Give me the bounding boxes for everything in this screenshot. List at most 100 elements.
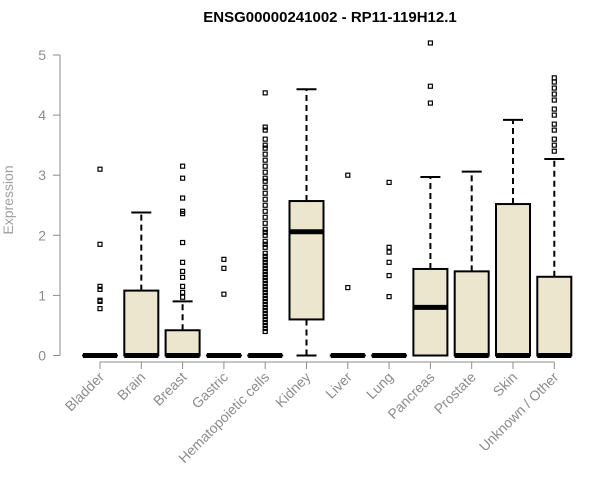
outlier-point — [262, 151, 268, 157]
y-axis-label: Expression — [0, 165, 16, 234]
outlier-point — [551, 112, 557, 118]
x-tick-label: Prostate — [431, 369, 479, 417]
outlier-point — [180, 274, 186, 280]
box-prostate — [453, 170, 490, 358]
outlier-point — [262, 238, 268, 244]
x-tick-label: Breast — [150, 369, 190, 409]
outlier-point — [427, 40, 433, 46]
outlier-point — [262, 208, 268, 214]
outlier-point — [262, 289, 268, 295]
boxes-group — [82, 40, 573, 358]
outlier-point — [551, 85, 557, 91]
outlier-point — [262, 127, 268, 133]
outlier-point — [262, 244, 268, 250]
outlier-point — [262, 313, 268, 320]
outlier-point — [97, 283, 103, 289]
outlier-point — [345, 172, 351, 178]
outlier-point — [262, 220, 268, 226]
outlier-point — [345, 284, 351, 291]
outlier-point — [262, 157, 268, 163]
outlier-point — [262, 90, 268, 96]
y-tick-label: 2 — [38, 227, 46, 243]
box-hematopoietic-cells — [247, 90, 284, 358]
outlier-point — [262, 175, 268, 181]
outlier-point — [97, 286, 103, 292]
outlier-point — [180, 268, 186, 274]
outlier-point — [262, 307, 268, 314]
outlier-point — [262, 229, 268, 235]
box-gastric — [205, 256, 242, 358]
outlier-point — [551, 91, 557, 97]
outlier-point — [262, 280, 268, 286]
outlier-point — [551, 121, 557, 127]
outlier-point — [262, 271, 268, 277]
outlier-point — [262, 142, 268, 148]
outlier-point — [262, 184, 268, 190]
outlier-point — [262, 283, 268, 289]
outlier-point — [262, 169, 268, 175]
box-breast — [164, 163, 201, 358]
box-rect — [288, 200, 325, 321]
outlier-point — [221, 256, 227, 262]
outlier-point — [262, 124, 268, 130]
outlier-point — [262, 178, 268, 184]
outlier-point — [262, 202, 268, 208]
box-pancreas — [412, 40, 449, 357]
outlier-point — [551, 79, 557, 85]
y-tick-label: 5 — [38, 47, 46, 63]
outlier-point — [180, 163, 186, 169]
outlier-point — [262, 136, 268, 142]
outlier-point — [262, 145, 268, 151]
x-tick-label: Skin — [490, 369, 521, 400]
outlier-point — [262, 319, 268, 326]
box-kidney — [288, 88, 325, 357]
box-brain — [123, 211, 160, 358]
outlier-point — [262, 325, 268, 332]
outlier-point — [262, 286, 268, 292]
x-tick-label: Brain — [114, 369, 148, 403]
outlier-point — [97, 166, 103, 172]
outlier-point — [551, 106, 557, 112]
box-rect — [412, 267, 449, 357]
box-rect — [164, 329, 201, 357]
outlier-point — [180, 283, 186, 289]
outlier-point — [97, 298, 103, 305]
outlier-point — [551, 75, 557, 81]
outlier-point — [386, 272, 392, 279]
box-unknown-other — [536, 75, 573, 358]
outlier-point — [262, 259, 268, 265]
outlier-point — [262, 226, 268, 232]
outlier-point — [180, 175, 186, 181]
outlier-point — [262, 277, 268, 283]
outlier-point — [262, 316, 268, 323]
outlier-point — [551, 136, 557, 142]
outlier-point — [262, 292, 268, 298]
outlier-point — [262, 196, 268, 202]
outlier-point — [551, 142, 557, 148]
outlier-point — [262, 256, 268, 262]
x-tick-label: Kidney — [272, 369, 314, 411]
outlier-point — [180, 211, 186, 217]
outlier-point — [551, 127, 557, 133]
outlier-point — [262, 190, 268, 196]
outlier-point — [262, 265, 268, 271]
outlier-point — [262, 274, 268, 280]
y-axis: 0 1 2 3 4 5 — [38, 47, 61, 364]
y-tick-label: 4 — [38, 107, 46, 123]
outlier-point — [180, 289, 186, 295]
outlier-point — [262, 322, 268, 329]
y-tick-label: 0 — [38, 348, 46, 364]
outlier-point — [262, 295, 268, 302]
outlier-point — [221, 265, 227, 271]
box-rect — [495, 203, 531, 357]
outlier-point — [262, 241, 268, 247]
outlier-point — [180, 294, 186, 300]
box-lung — [371, 179, 408, 358]
outlier-point — [180, 195, 186, 201]
x-tick-label: Bladder — [62, 369, 108, 415]
outlier-point — [262, 310, 268, 317]
outlier-point — [262, 250, 268, 256]
box-liver — [329, 172, 366, 358]
